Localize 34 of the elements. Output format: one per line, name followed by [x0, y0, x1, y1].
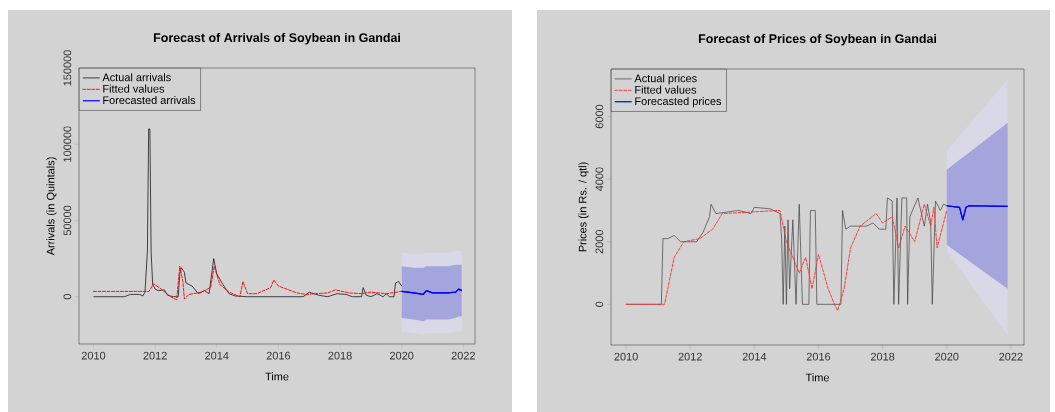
x-tick-label: 2012: [678, 352, 702, 361]
legend-label: Fitted values: [103, 84, 165, 93]
x-tick-label: 2016: [806, 352, 831, 361]
y-tick-label: 150000: [63, 50, 72, 86]
x-tick-label: 2010: [614, 352, 638, 361]
y-tick-label: 0: [595, 301, 604, 307]
x-tick-label: 2022: [999, 352, 1023, 361]
x-tick-label: 2018: [870, 352, 895, 361]
x-axis-title: Time: [265, 372, 289, 381]
x-tick-label: 2012: [143, 351, 167, 360]
legend-label: Fitted values: [635, 85, 697, 94]
x-tick-label: 2020: [935, 352, 959, 361]
x-tick-label: 2016: [266, 351, 291, 360]
legend-label: Actual arrivals: [102, 73, 171, 82]
x-tick-label: 2014: [205, 351, 229, 360]
chart-title: Forecast of Prices of Soybean in Gandai: [698, 33, 937, 46]
legend-label: Forecasted arrivals: [103, 96, 196, 105]
legend-label: Forecasted prices: [635, 97, 722, 108]
y-tick-label: 0: [63, 294, 72, 300]
legend-label: Actual prices: [634, 74, 697, 85]
y-tick-label: 2000: [595, 229, 604, 254]
chart-title: Forecast of Arrivals of Soybean in Gandai: [153, 32, 400, 45]
x-tick-label: 2020: [390, 351, 414, 360]
y-tick-label: 50000: [63, 205, 72, 236]
x-tick-label: 2018: [328, 351, 352, 360]
y-tick-label: 100000: [63, 126, 72, 162]
x-tick-label: 2014: [742, 352, 767, 361]
x-tick-label: 2010: [81, 351, 106, 360]
y-tick-label: 4000: [595, 167, 604, 192]
y-tick-label: 6000: [595, 104, 604, 129]
y-axis-title: Arrivals (in Quintals): [46, 157, 57, 256]
x-axis-title: Time: [805, 373, 829, 382]
y-axis-title: Prices (in Rs. / qtl): [578, 162, 589, 252]
x-tick-label: 2022: [451, 351, 475, 360]
